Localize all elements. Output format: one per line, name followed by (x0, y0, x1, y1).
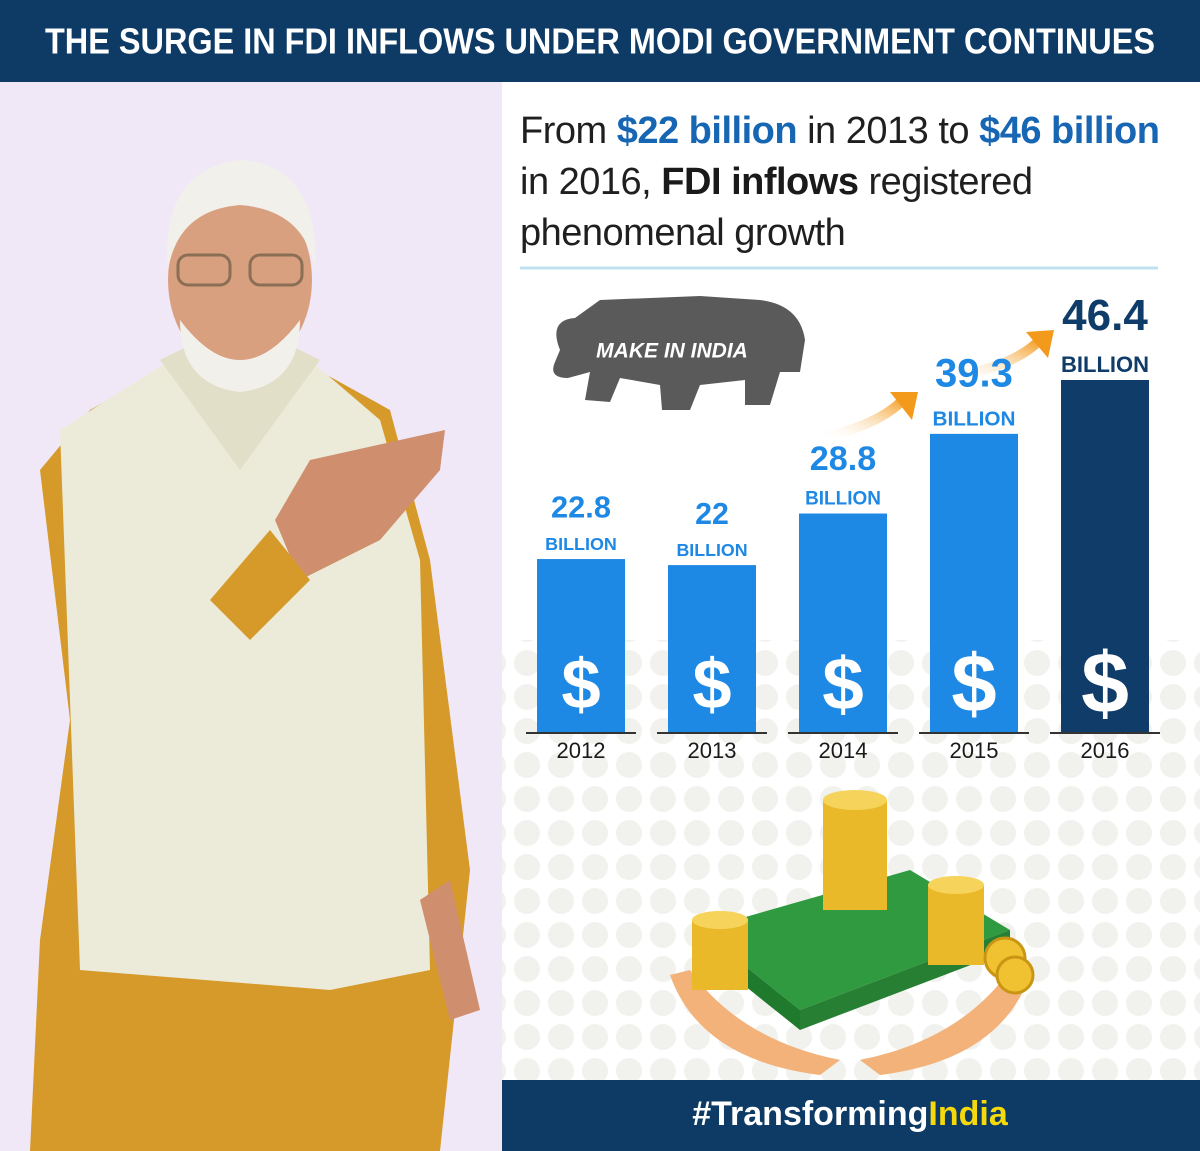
x-tick-label: 2014 (819, 738, 868, 763)
unit-label: BILLION (932, 407, 1015, 430)
headline-text: From (520, 110, 617, 152)
footer-part: #Transforming (692, 1095, 928, 1133)
x-tick-label: 2012 (557, 738, 606, 763)
headline-highlight: $22 billion (616, 110, 798, 152)
unit-label: BILLION (1061, 352, 1149, 377)
bar-symbol: $ (822, 642, 864, 726)
header-title: THE SURGE IN FDI INFLOWS UNDER MODI GOVE… (45, 21, 1155, 62)
headline-text: in 2013 to (797, 110, 980, 152)
bar-symbol: $ (692, 645, 731, 724)
bar (1061, 380, 1149, 732)
logo-text: MAKE IN INDIA (596, 340, 748, 363)
x-tick-label: 2016 (1081, 738, 1130, 763)
footer-part: India (928, 1095, 1008, 1133)
bar (930, 433, 1018, 732)
bar (668, 565, 756, 732)
x-tick-label: 2015 (950, 738, 999, 763)
money-illustration (670, 790, 1035, 1075)
value-label: 39.3 (935, 351, 1013, 395)
value-label: 22 (695, 498, 729, 531)
growth-arrow (939, 336, 1044, 383)
headline-bold: FDI inflows (661, 161, 859, 203)
bar-symbol: $ (951, 639, 996, 730)
portrait (30, 160, 480, 1151)
header-bar (0, 0, 1200, 82)
headline-highlight: $46 billion (979, 110, 1160, 152)
growth-arrow (890, 392, 918, 420)
logo: MAKE IN INDIA (553, 296, 805, 410)
bar-symbol: $ (561, 645, 600, 724)
bar-chart: $22.8 BILLION 2012 $22 BILLION 2013 $28.8 BILLI… (526, 291, 1160, 763)
bar (799, 513, 887, 732)
unit-label: BILLION (676, 540, 747, 560)
x-tick-label: 2013 (688, 738, 737, 763)
headline-text: in 2016, (520, 161, 662, 203)
bar (537, 559, 625, 732)
growth-arrow (818, 394, 909, 443)
growth-arrow (1026, 330, 1054, 358)
value-label: 46.4 (1062, 291, 1148, 340)
footer-bar (502, 1080, 1200, 1151)
value-label: 28.8 (810, 440, 876, 478)
bar-symbol: $ (1081, 636, 1129, 732)
footer-hashtag: #TransformingIndia (692, 1095, 1009, 1133)
unit-label: BILLION (545, 534, 617, 554)
headline: From $22 billion in 2013 to $46 billion i… (520, 106, 1190, 259)
unit-label: BILLION (805, 489, 881, 510)
headline-text: registered (858, 161, 1034, 203)
headline-text: phenomenal growth (520, 212, 846, 254)
value-label: 22.8 (551, 489, 611, 524)
